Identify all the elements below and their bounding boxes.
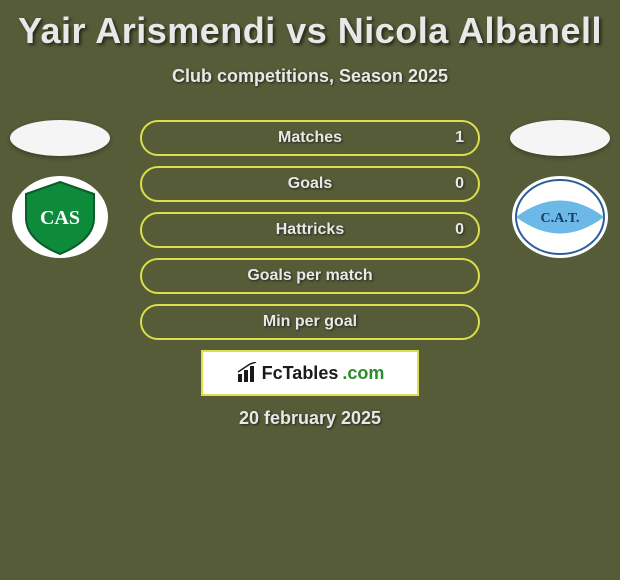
stats-list: Matches 1 Goals 0 Hattricks 0 Goals per …	[140, 120, 480, 340]
stat-right-value: 0	[455, 214, 464, 246]
shield-icon: C.A.T.	[510, 174, 610, 260]
club-badge-left: CAS	[10, 174, 110, 260]
stat-right-value: 1	[455, 122, 464, 154]
stat-right-value: 0	[455, 168, 464, 200]
stat-row-hattricks: Hattricks 0	[140, 212, 480, 248]
club-badge-right: C.A.T.	[510, 174, 610, 260]
date-line: 20 february 2025	[0, 408, 620, 429]
stat-label: Goals	[288, 175, 332, 193]
badge-left-letters: CAS	[40, 207, 80, 229]
brand-name: FcTables	[262, 363, 339, 384]
player-right-avatar	[510, 120, 610, 156]
stat-label: Min per goal	[263, 313, 357, 331]
player-left-avatar	[10, 120, 110, 156]
stat-row-goals-per-match: Goals per match	[140, 258, 480, 294]
stat-label: Goals per match	[247, 267, 372, 285]
stat-label: Matches	[278, 129, 342, 147]
player-left-column: CAS	[0, 120, 120, 260]
stat-label: Hattricks	[276, 221, 344, 239]
subtitle: Club competitions, Season 2025	[0, 66, 620, 87]
page-title: Yair Arismendi vs Nicola Albanell	[0, 0, 620, 52]
brand-box[interactable]: FcTables.com	[201, 350, 419, 396]
shield-icon: CAS	[10, 174, 110, 260]
stat-row-matches: Matches 1	[140, 120, 480, 156]
stat-row-goals: Goals 0	[140, 166, 480, 202]
stat-row-min-per-goal: Min per goal	[140, 304, 480, 340]
badge-right-letters: C.A.T.	[540, 211, 579, 226]
player-right-column: C.A.T.	[500, 120, 620, 260]
bar-chart-icon	[236, 362, 258, 384]
brand-tld: .com	[342, 363, 384, 384]
